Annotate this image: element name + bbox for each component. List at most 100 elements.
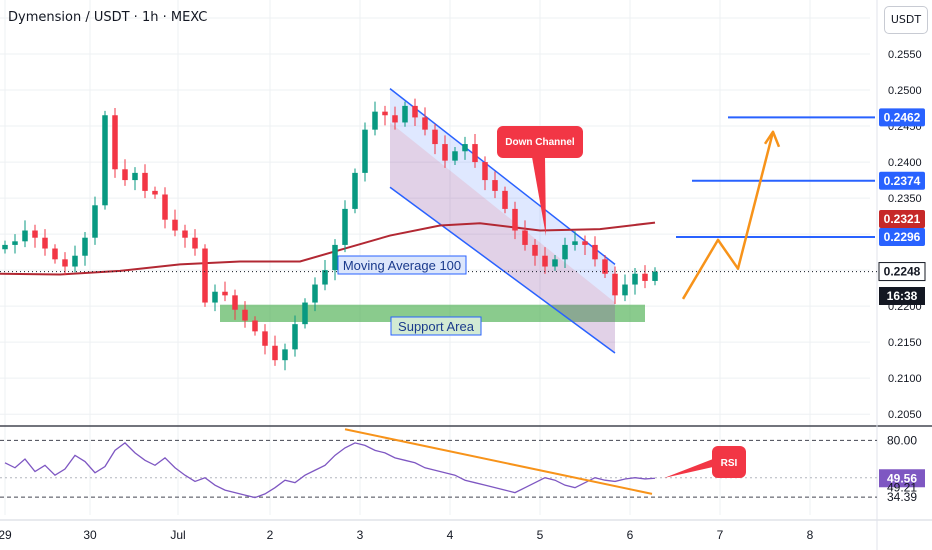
candle-body <box>262 331 268 346</box>
x-tick-label: 29 <box>0 528 12 542</box>
price-badge-text: 0.2374 <box>884 174 921 188</box>
candle-body <box>472 144 478 163</box>
candle-body <box>82 237 88 256</box>
candle-body <box>622 284 628 296</box>
y-tick-label: 0.2400 <box>888 157 922 169</box>
price-badge <box>879 227 925 246</box>
x-tick-label: 7 <box>717 528 724 542</box>
currency-button[interactable]: USDT <box>884 6 928 34</box>
candle-body <box>392 115 398 123</box>
y-tick-label: 0.2350 <box>888 193 922 205</box>
candle-body <box>192 237 198 249</box>
countdown-badge <box>879 287 925 305</box>
candle-body <box>572 241 578 245</box>
down-channel-callout-text: Down Channel <box>505 137 575 148</box>
rsi-tick-label: 80.00 <box>887 433 917 447</box>
candle-body <box>152 190 158 195</box>
candle-body <box>372 111 378 130</box>
price-badge-text: 0.2462 <box>884 110 921 124</box>
price-badge <box>878 262 926 282</box>
candle-body <box>122 169 128 181</box>
price-badge-text: 0.2248 <box>884 265 921 279</box>
candle-body <box>602 259 608 274</box>
down-channel-callout-pointer <box>532 157 546 236</box>
rsi-tick-label: 49.21 <box>887 481 917 495</box>
x-tick-label: 2 <box>267 528 274 542</box>
candle-body <box>652 271 658 281</box>
candle-body <box>522 230 528 245</box>
ma-label-box <box>337 255 467 275</box>
projection-path <box>681 131 775 300</box>
rsi-value-text: 49.56 <box>887 471 917 485</box>
candle-body <box>52 248 58 260</box>
rsi-tick-label: 34.39 <box>887 490 917 504</box>
candle-body <box>362 129 368 173</box>
y-tick-label: 0.2500 <box>888 85 922 97</box>
candle-body <box>342 208 348 245</box>
candle-body <box>92 205 98 238</box>
candle-body <box>42 237 48 249</box>
candle-body <box>202 248 208 303</box>
candle-body <box>332 244 338 271</box>
candle-body <box>502 190 508 209</box>
support-label-text: Support Area <box>398 319 475 334</box>
candle-body <box>302 302 308 325</box>
candle-body <box>592 244 598 260</box>
y-tick-label: 0.2100 <box>888 373 922 385</box>
candle-body <box>432 129 438 145</box>
down-channel-lower-fill <box>390 122 615 353</box>
candle-body <box>532 244 538 256</box>
candle-body <box>22 230 28 242</box>
candle-body <box>512 208 518 231</box>
candle-body <box>322 270 328 285</box>
rsi-trendline <box>344 428 653 495</box>
y-tick-label: 0.2550 <box>888 49 922 61</box>
candle-body <box>552 259 558 267</box>
rsi-callout <box>712 446 746 478</box>
candle-body <box>642 273 648 281</box>
candle-body <box>442 144 448 161</box>
price-badge-text: 0.2296 <box>884 230 921 244</box>
x-tick-label: 8 <box>807 528 814 542</box>
candle-body <box>212 291 218 303</box>
rsi-line <box>4 442 656 499</box>
candle-body <box>102 115 108 206</box>
projection-arrowhead <box>763 130 781 148</box>
candle-body <box>2 244 8 250</box>
x-tick-label: Jul <box>170 528 185 542</box>
price-badge <box>879 209 925 228</box>
candle-body <box>412 105 418 118</box>
candle-body <box>232 295 238 310</box>
moving-average-100-line <box>0 221 656 276</box>
x-tick-label: 4 <box>447 528 454 542</box>
candle-body <box>482 162 488 181</box>
candle-body <box>542 255 548 267</box>
candle-body <box>632 273 638 285</box>
candle-body <box>112 115 118 170</box>
candle-body <box>352 172 358 209</box>
candle-body <box>462 144 468 152</box>
ma-label-text: Moving Average 100 <box>343 258 461 273</box>
candle-body <box>402 105 408 123</box>
y-tick-label: 0.2150 <box>888 337 922 349</box>
candle-body <box>172 219 178 231</box>
support-area-zone <box>220 304 645 322</box>
chart-title: Dymension / USDT · 1h · MEXC <box>8 10 208 25</box>
rsi-callout-text: RSI <box>721 458 738 469</box>
candle-body <box>492 180 498 191</box>
candle-body <box>222 291 228 296</box>
candle-body <box>582 241 588 245</box>
candle-body <box>62 259 68 267</box>
price-badge-text: 0.2321 <box>884 212 921 226</box>
candle-body <box>182 230 188 238</box>
candle-body <box>72 255 78 267</box>
candle-body <box>562 244 568 260</box>
price-badge <box>879 171 925 190</box>
price-badge-text: 16:38 <box>887 289 918 303</box>
down-channel-callout <box>497 126 583 158</box>
support-label-box <box>390 316 482 336</box>
candle-body <box>312 284 318 303</box>
x-tick-label: 6 <box>627 528 634 542</box>
